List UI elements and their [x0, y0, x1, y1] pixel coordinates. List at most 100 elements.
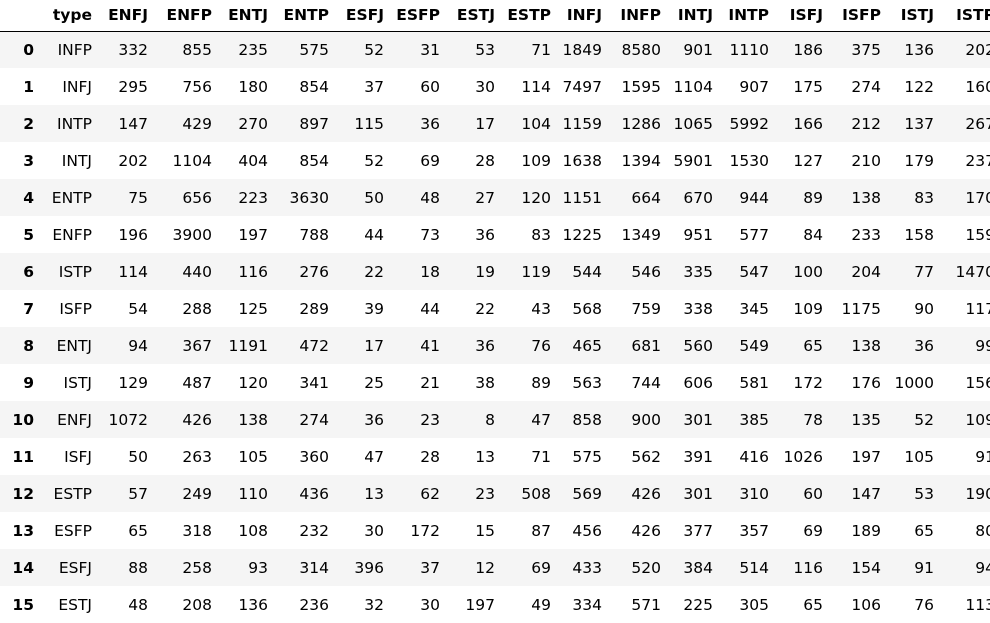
column-header-infj: INFJ: [566, 6, 602, 25]
count-cell: 117: [965, 299, 990, 318]
count-cell: 1849: [562, 40, 602, 59]
count-cell: 69: [420, 151, 440, 170]
column-header-isfp: ISFP: [842, 6, 881, 25]
count-cell: 1151: [562, 188, 602, 207]
count-cell: 159: [965, 225, 990, 244]
row-index: 7: [23, 299, 34, 318]
count-cell: 109: [965, 410, 990, 429]
count-cell: 172: [410, 521, 440, 540]
column-header-enfj: ENFJ: [108, 6, 148, 25]
count-cell: 546: [631, 262, 661, 281]
count-cell: 91: [975, 447, 990, 466]
count-cell: 50: [128, 447, 148, 466]
row-index: 12: [12, 484, 34, 503]
count-cell: 575: [299, 40, 329, 59]
count-cell: 17: [364, 336, 384, 355]
count-cell: 28: [475, 151, 495, 170]
count-cell: 109: [521, 151, 551, 170]
count-cell: 154: [851, 558, 881, 577]
count-cell: 30: [475, 77, 495, 96]
count-cell: 1175: [841, 299, 881, 318]
column-header-istj: ISTJ: [900, 6, 934, 25]
type-cell: ISFP: [59, 299, 92, 318]
count-cell: 426: [631, 521, 661, 540]
count-cell: 341: [299, 373, 329, 392]
count-cell: 569: [572, 484, 602, 503]
count-cell: 28: [420, 447, 440, 466]
count-cell: 1595: [621, 77, 661, 96]
count-cell: 1286: [621, 114, 661, 133]
count-cell: 41: [420, 336, 440, 355]
count-cell: 514: [739, 558, 769, 577]
table-row: 7 ISFP 54 288 125 289 39 44 22 43 568 759 338 345 109 1…: [0, 290, 990, 327]
column-header-infp: INFP: [620, 6, 661, 25]
count-cell: 314: [299, 558, 329, 577]
count-cell: 120: [521, 188, 551, 207]
count-cell: 1159: [562, 114, 602, 133]
table-body: 0 INFP 332 855 235 575 52 31 53 71 1849 8580 901 1110…: [0, 31, 990, 623]
type-cell: ISFJ: [64, 447, 92, 466]
count-cell: 274: [299, 410, 329, 429]
count-cell: 276: [299, 262, 329, 281]
count-cell: 44: [420, 299, 440, 318]
table-row: 14 ESFJ 88 258 93 314 396 37 12 69 433 520 384 514 116…: [0, 549, 990, 586]
count-cell: 52: [364, 151, 384, 170]
count-cell: 357: [739, 521, 769, 540]
count-cell: 756: [182, 77, 212, 96]
count-cell: 202: [118, 151, 148, 170]
count-cell: 170: [965, 188, 990, 207]
count-cell: 681: [631, 336, 661, 355]
row-index: 10: [12, 410, 34, 429]
count-cell: 897: [299, 114, 329, 133]
count-cell: 1104: [172, 151, 212, 170]
count-cell: 186: [793, 40, 823, 59]
count-cell: 664: [631, 188, 661, 207]
count-cell: 60: [420, 77, 440, 96]
row-index: 6: [23, 262, 34, 281]
row-index: 9: [23, 373, 34, 392]
count-cell: 560: [683, 336, 713, 355]
count-cell: 104: [521, 114, 551, 133]
count-cell: 571: [631, 595, 661, 614]
table-row: 0 INFP 332 855 235 575 52 31 53 71 1849 8580 901 1110…: [0, 31, 990, 68]
count-cell: 1225: [562, 225, 602, 244]
count-cell: 89: [803, 188, 823, 207]
count-cell: 235: [238, 40, 268, 59]
count-cell: 258: [182, 558, 212, 577]
count-cell: 50: [364, 188, 384, 207]
count-cell: 391: [683, 447, 713, 466]
count-cell: 759: [631, 299, 661, 318]
count-cell: 189: [851, 521, 881, 540]
count-cell: 109: [793, 299, 823, 318]
count-cell: 907: [739, 77, 769, 96]
count-cell: 13: [364, 484, 384, 503]
column-header-intp: INTP: [728, 6, 769, 25]
count-cell: 36: [475, 336, 495, 355]
column-header-type: type: [52, 6, 92, 25]
count-cell: 138: [851, 336, 881, 355]
count-cell: 577: [739, 225, 769, 244]
count-cell: 1394: [621, 151, 661, 170]
count-cell: 384: [683, 558, 713, 577]
count-cell: 138: [851, 188, 881, 207]
count-cell: 13: [475, 447, 495, 466]
table-row: 15 ESTJ 48 208 136 236 32 30 197 49 334 571 225 305 65…: [0, 586, 990, 623]
count-cell: 310: [739, 484, 769, 503]
count-cell: 54: [128, 299, 148, 318]
count-cell: 606: [683, 373, 713, 392]
count-cell: 429: [182, 114, 212, 133]
count-cell: 1104: [673, 77, 713, 96]
row-index: 11: [12, 447, 34, 466]
count-cell: 544: [572, 262, 602, 281]
count-cell: 858: [572, 410, 602, 429]
count-cell: 94: [975, 558, 990, 577]
count-cell: 236: [299, 595, 329, 614]
count-cell: 332: [118, 40, 148, 59]
count-cell: 48: [420, 188, 440, 207]
type-cell: INFP: [57, 40, 92, 59]
count-cell: 436: [299, 484, 329, 503]
count-cell: 65: [914, 521, 934, 540]
count-cell: 71: [531, 447, 551, 466]
count-cell: 951: [683, 225, 713, 244]
